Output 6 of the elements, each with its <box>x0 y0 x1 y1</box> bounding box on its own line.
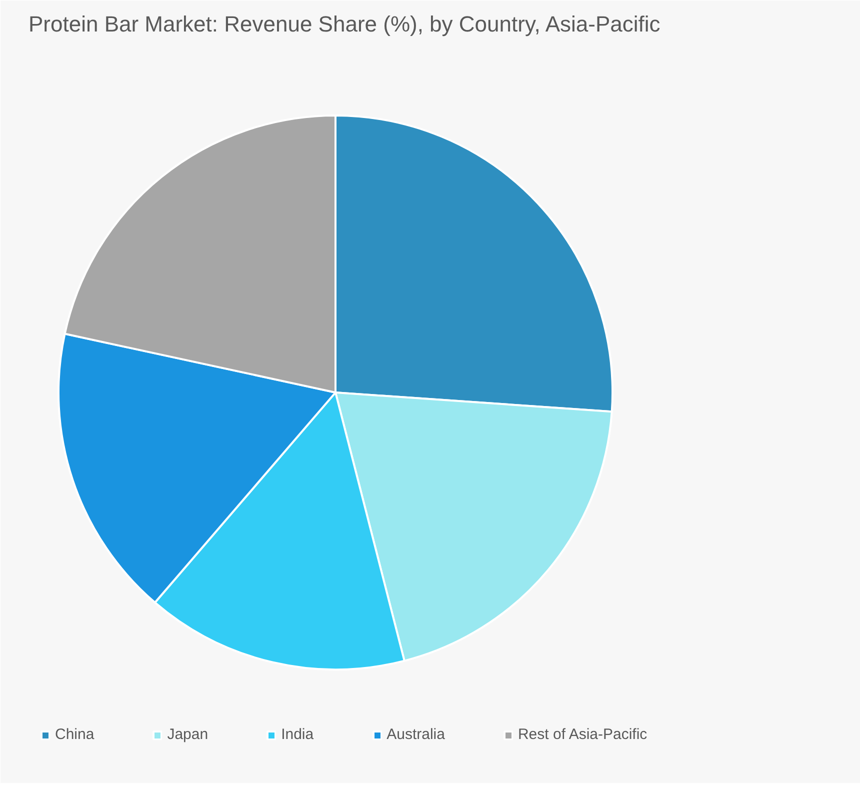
legend-label: Australia <box>386 726 445 743</box>
legend-label: India <box>281 726 314 743</box>
legend-label: Rest of Asia-Pacific <box>518 726 648 743</box>
legend-label: China <box>55 726 94 743</box>
legend-label: Japan <box>167 726 208 743</box>
chart-title: Protein Bar Market: Revenue Share (%), by Country, Asia-Pacific <box>28 12 660 36</box>
